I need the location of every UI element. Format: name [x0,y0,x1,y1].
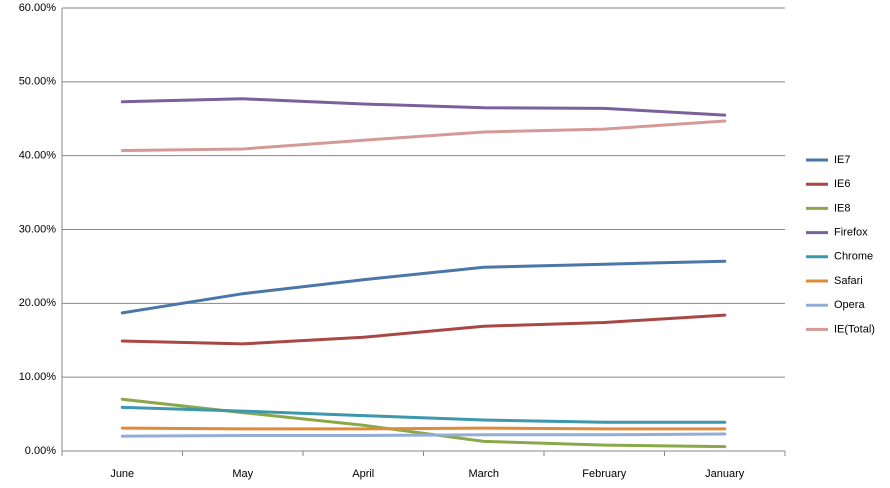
y-tick-label: 40.00% [19,150,57,162]
legend-label: Firefox [834,227,868,239]
legend-label: IE8 [834,202,851,214]
legend-item: Safari [806,275,863,287]
y-tick-label: 0.00% [25,445,56,457]
series-line-firefox [120,97,727,117]
series-line-ie-total [120,119,727,152]
series-line-chrome [120,405,727,424]
series-line-ie6 [120,313,727,346]
legend: IE7 IE6 IE8 Firefox Chrome Safari Opera IE(Tota… [806,154,875,335]
y-tick-label: 30.00% [19,223,57,235]
gridlines [62,7,785,378]
y-tick-label: 60.00% [19,2,57,14]
series-line-ie7 [120,259,727,315]
legend-label: IE6 [834,178,851,190]
legend-label: IE7 [834,154,851,166]
x-tick-label: February [582,468,627,480]
x-tick-label: April [352,468,374,480]
legend-label: IE(Total) [834,323,875,335]
legend-item: Opera [806,299,865,311]
legend-item: IE7 [806,154,851,166]
x-tick-label: June [110,468,134,480]
series-line-safari [120,426,727,431]
legend-label: Safari [834,275,863,287]
legend-item: IE6 [806,178,851,190]
series-line-opera [120,432,727,438]
y-tick-label: 10.00% [19,371,57,383]
y-tick-label: 20.00% [19,297,57,309]
legend-item: Chrome [806,251,873,263]
legend-label: Chrome [834,251,873,263]
axes [61,8,786,456]
x-axis-tick-labels: June May April March February January [110,468,744,480]
series-lines [120,97,727,449]
x-tick-label: May [232,468,253,480]
legend-item: IE8 [806,202,851,214]
x-tick-label: January [705,468,745,480]
legend-label: Opera [834,299,865,311]
x-tick-label: March [468,468,499,480]
y-axis-tick-labels: 0.00% 10.00% 20.00% 30.00% 40.00% 50.00% 60.00… [19,2,57,457]
legend-item: IE(Total) [806,323,875,335]
legend-item: Firefox [806,227,868,239]
y-tick-label: 50.00% [19,76,57,88]
